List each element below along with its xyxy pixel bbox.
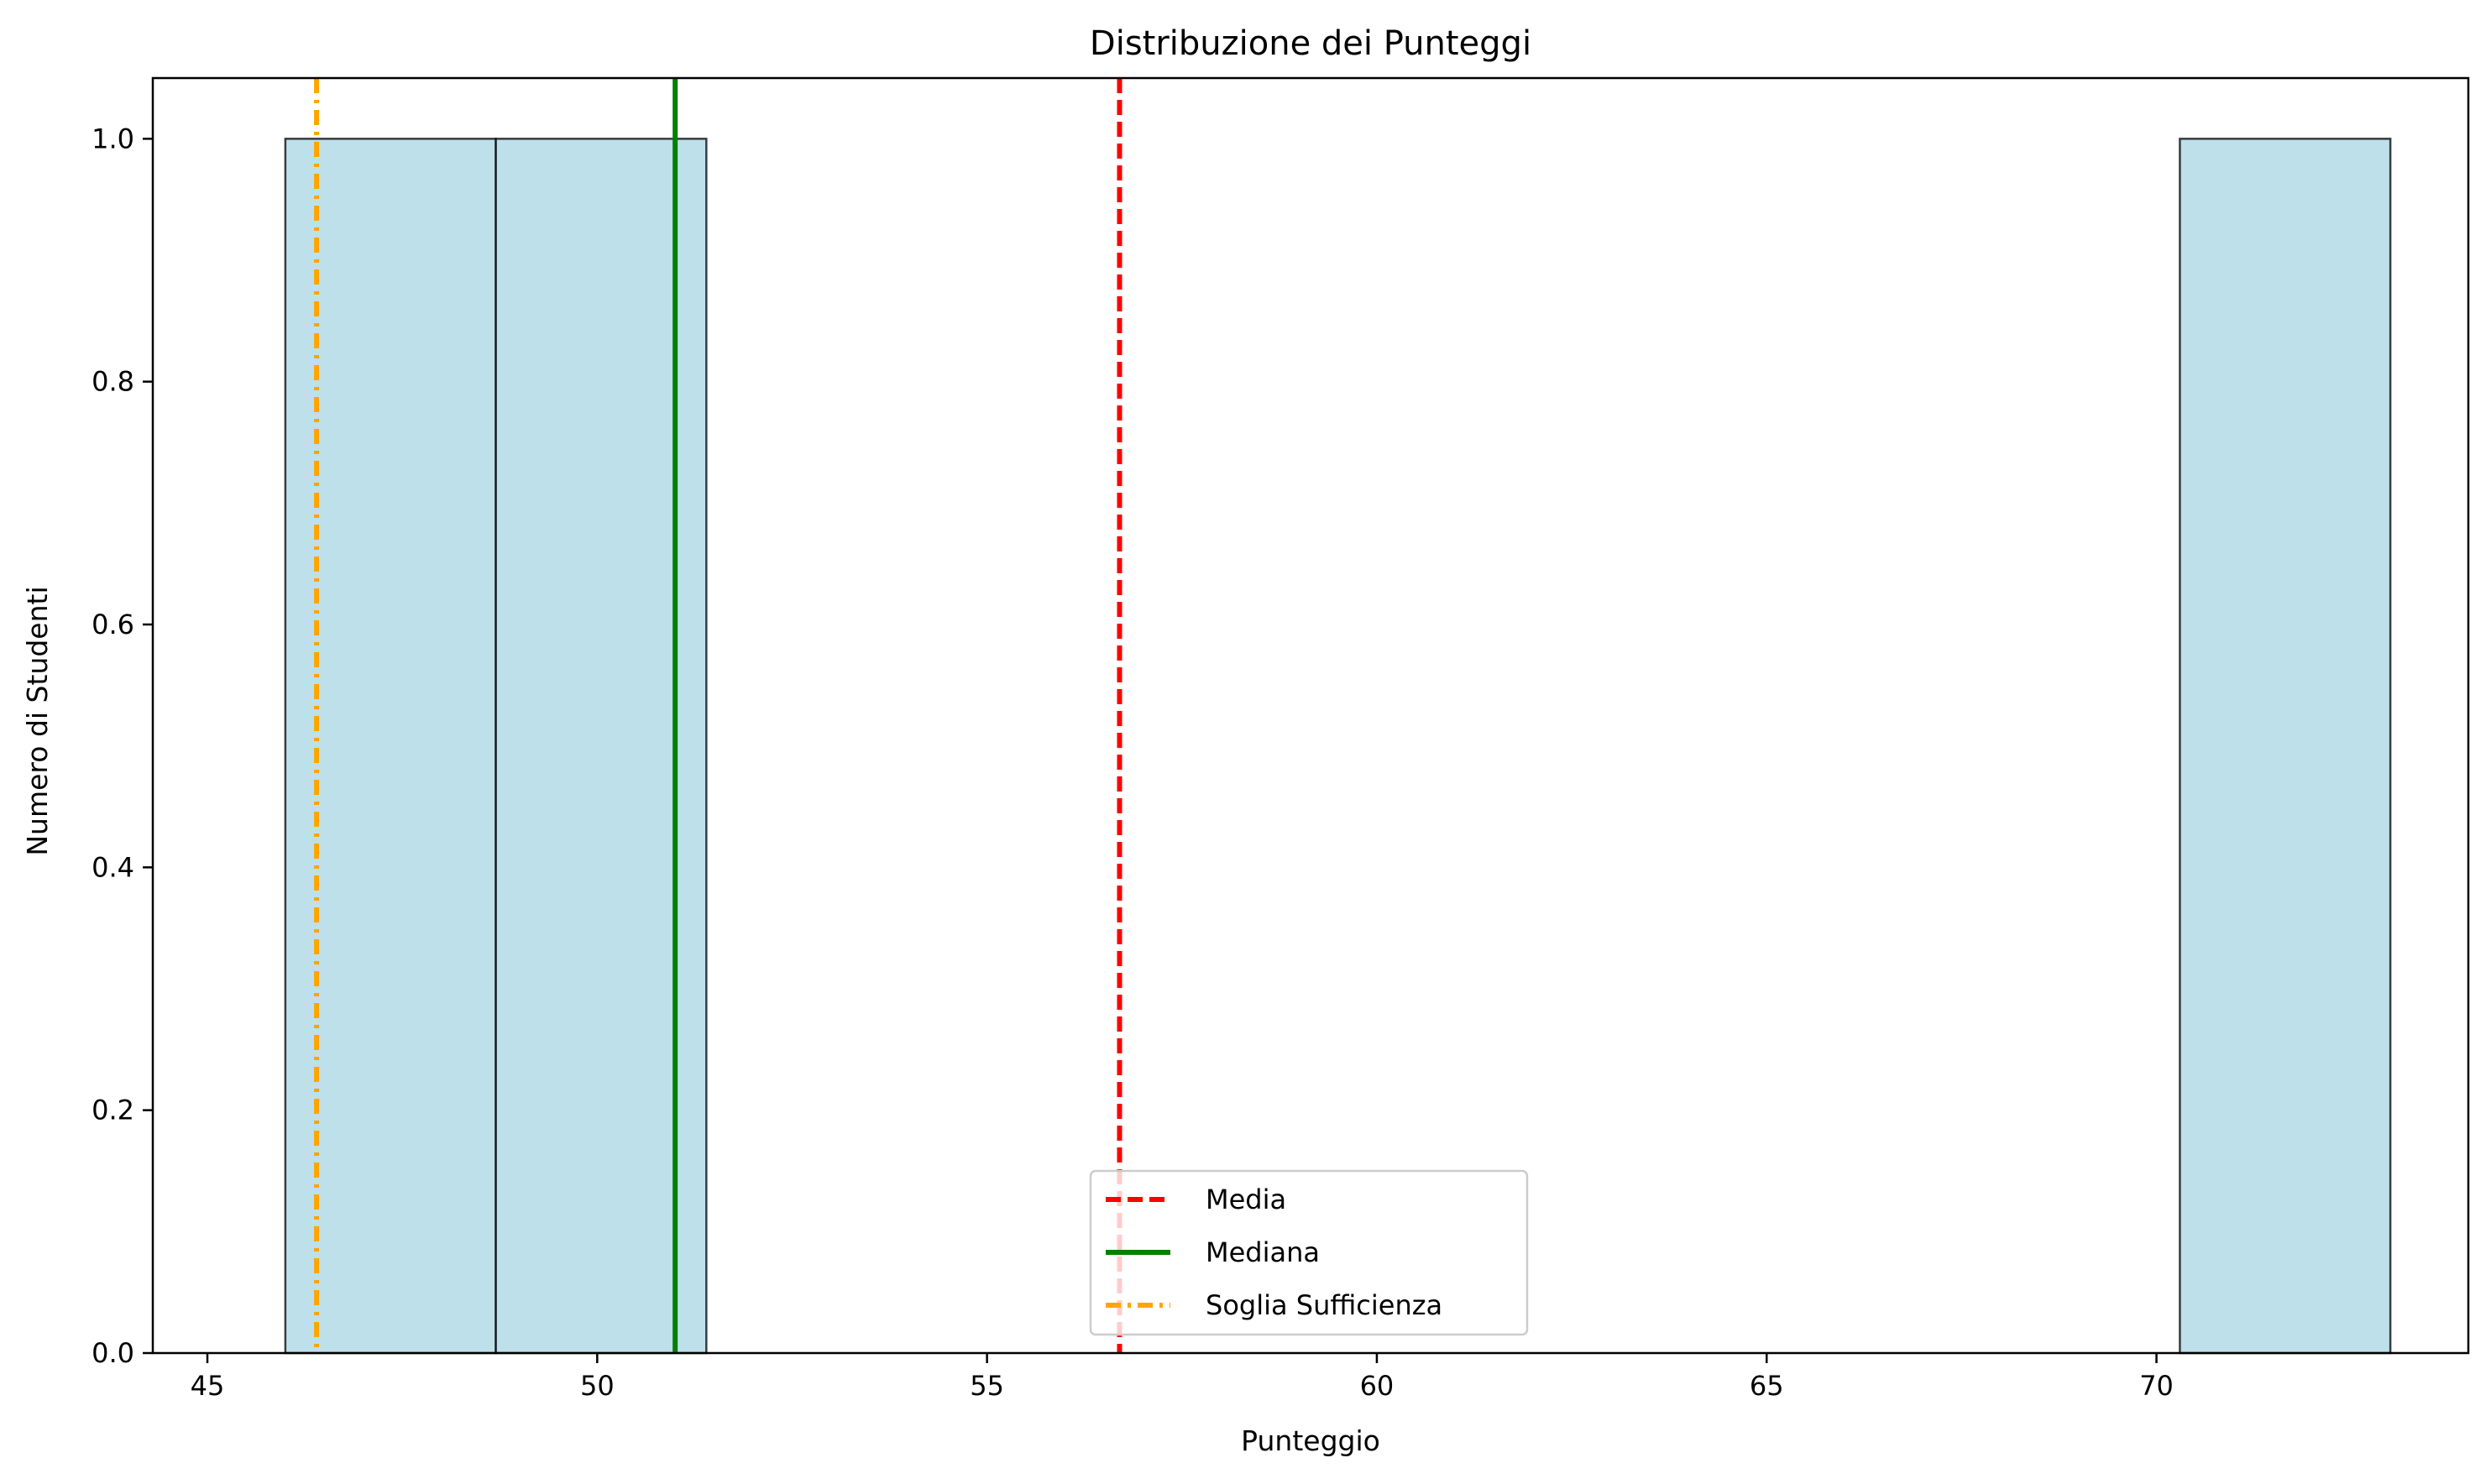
x-axis-ticks: 45 50 55 60 65 70 xyxy=(191,1353,2174,1402)
y-tick-label: 0.0 xyxy=(92,1337,134,1369)
histogram-bar-2 xyxy=(495,138,708,1355)
bars-layer xyxy=(284,138,2392,1355)
chart-title: Distribuzione dei Punteggi xyxy=(1090,24,1531,63)
legend-entry-label: Soglia Sufficienza xyxy=(1206,1289,1442,1321)
x-tick-label: 60 xyxy=(1360,1370,1395,1402)
x-tick-label: 45 xyxy=(191,1370,225,1402)
legend-box xyxy=(1089,1169,1529,1336)
y-tick-label: 0.6 xyxy=(92,609,134,640)
x-tick-label: 55 xyxy=(970,1370,1004,1402)
plot-frame xyxy=(151,76,2470,1355)
y-tick-label: 0.4 xyxy=(92,851,134,883)
y-axis-label: Numero di Studenti xyxy=(21,586,54,855)
legend: Media Mediana Soglia Sufficienza xyxy=(1089,1169,1529,1336)
x-tick-label: 65 xyxy=(1750,1370,1784,1402)
y-axis-ticks: 0.0 0.2 0.4 0.6 0.8 1.0 xyxy=(92,123,153,1369)
x-tick-label: 70 xyxy=(2139,1370,2174,1402)
x-axis-label: Punteggio xyxy=(1241,1424,1380,1457)
y-tick-label: 0.2 xyxy=(92,1095,134,1126)
y-tick-label: 1.0 xyxy=(92,123,134,154)
reference-lines-layer xyxy=(314,78,1123,1353)
histogram-bar-3 xyxy=(2179,138,2392,1355)
legend-entry-label: Mediana xyxy=(1206,1236,1320,1268)
y-tick-label: 0.8 xyxy=(92,366,134,398)
legend-entry-label: Media xyxy=(1206,1184,1286,1215)
histogram-bar-1 xyxy=(284,138,497,1355)
x-tick-label: 50 xyxy=(580,1370,615,1402)
